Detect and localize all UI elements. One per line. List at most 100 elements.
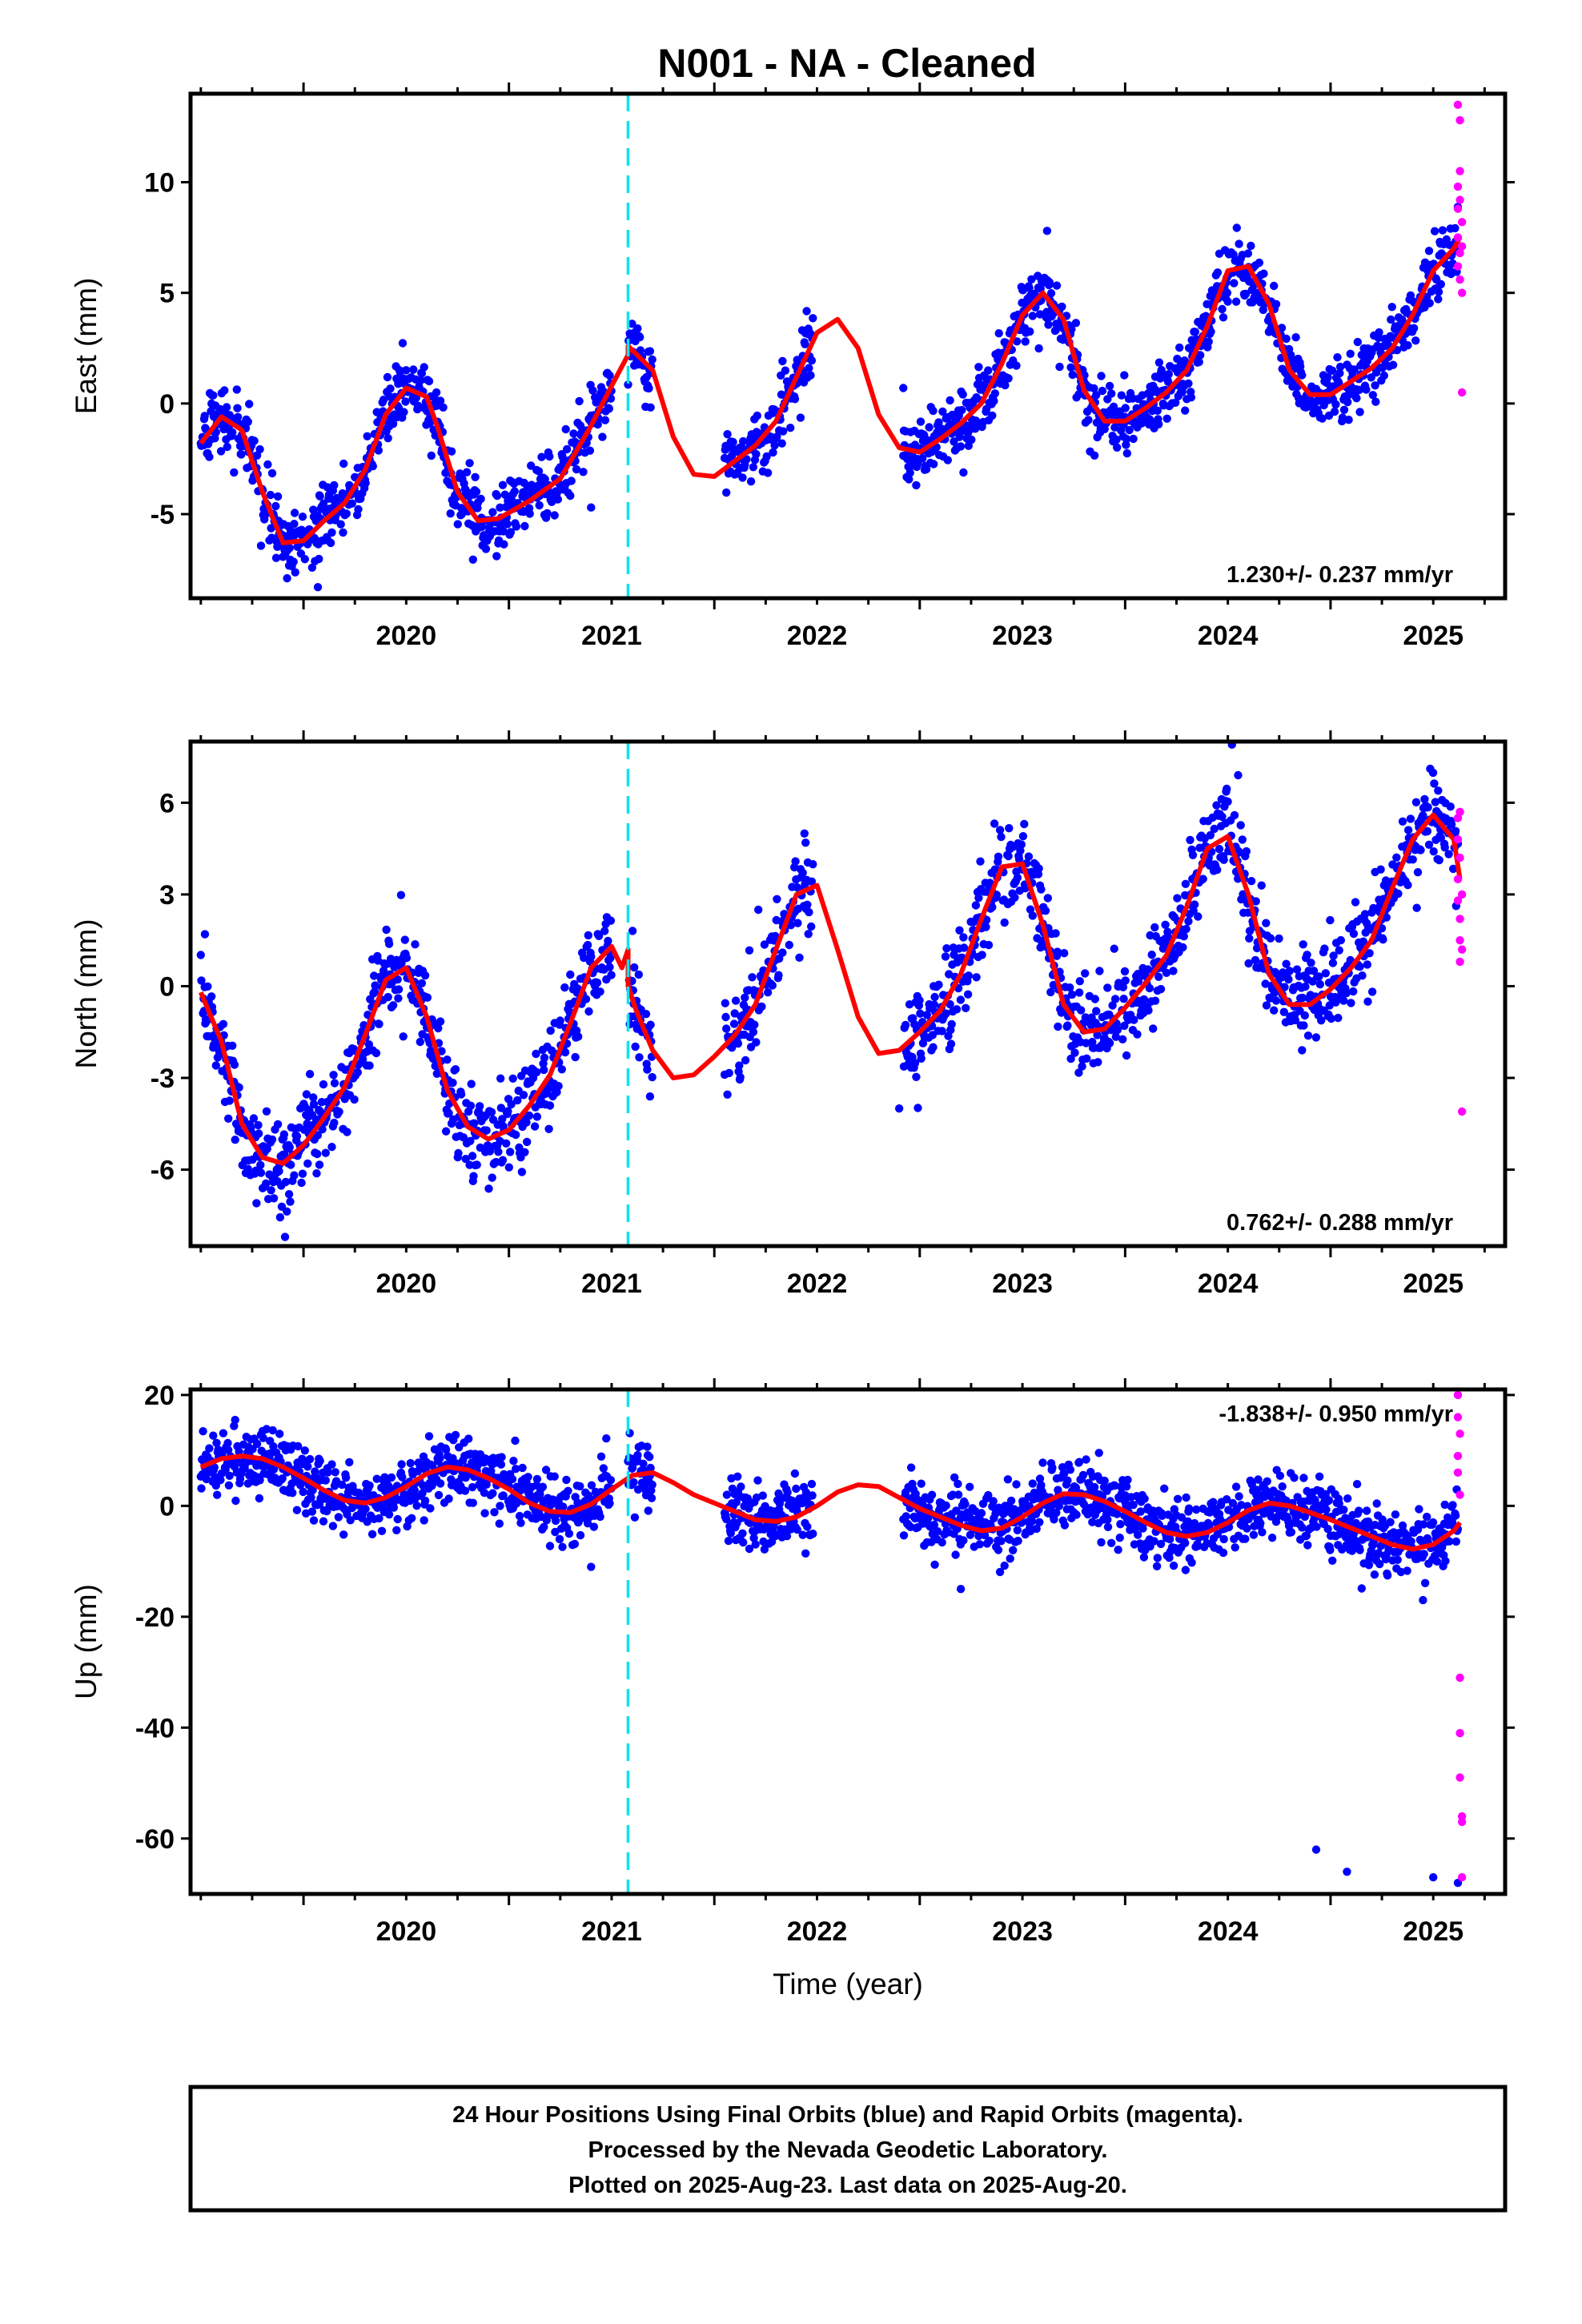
final-orbit-point: [916, 1009, 925, 1018]
final-orbit-point: [773, 895, 781, 904]
final-orbit-point: [203, 982, 212, 991]
final-orbit-point: [250, 436, 259, 445]
final-orbit-point: [454, 1148, 463, 1158]
final-orbit-point: [633, 324, 642, 333]
final-orbit-point: [1004, 851, 1013, 861]
final-orbit-point: [1315, 979, 1325, 989]
final-orbit-point: [564, 1486, 572, 1496]
y-tick-label: 3: [159, 880, 175, 911]
rapid-orbit-points: [1453, 100, 1467, 397]
final-orbit-point: [298, 513, 307, 521]
final-orbit-point: [1231, 297, 1241, 306]
final-orbit-point: [456, 1090, 466, 1099]
final-orbit-point: [1045, 278, 1054, 287]
final-orbit-point: [1100, 1476, 1109, 1486]
final-orbit-point: [729, 1019, 739, 1028]
final-orbit-point: [1000, 1561, 1009, 1570]
final-orbit-point: [1063, 1021, 1072, 1030]
final-orbit-point: [1110, 1481, 1119, 1490]
final-orbit-point: [1071, 319, 1081, 328]
final-orbit-point: [1247, 877, 1256, 886]
final-orbit-point: [1335, 368, 1344, 378]
final-orbit-point: [1323, 1525, 1332, 1534]
final-orbit-point: [647, 1494, 656, 1502]
final-orbit-point: [1173, 894, 1182, 903]
final-orbit-point: [1191, 1522, 1200, 1531]
final-orbit-point: [541, 1466, 551, 1474]
final-orbit-point: [984, 940, 994, 950]
final-orbit-point: [599, 1464, 608, 1473]
final-orbit-point: [256, 1168, 266, 1177]
final-orbit-point: [1024, 852, 1034, 861]
final-orbit-point: [284, 1190, 294, 1199]
final-orbit-point: [978, 951, 986, 959]
final-orbit-point: [630, 1513, 640, 1522]
final-orbit-point: [400, 935, 409, 944]
final-orbit-point: [641, 1010, 651, 1019]
final-orbit-point: [786, 424, 795, 432]
final-orbit-point: [959, 943, 969, 952]
figure-title: N001 - NA - Cleaned: [657, 41, 1036, 86]
final-orbit-point: [394, 994, 403, 1003]
final-orbit-point: [777, 439, 786, 448]
final-orbit-point: [1181, 1538, 1190, 1548]
final-orbit-point: [368, 462, 377, 471]
final-orbit-point: [453, 520, 462, 529]
final-orbit-point: [1326, 1546, 1335, 1554]
final-orbit-point: [648, 355, 656, 364]
final-orbit-point: [1247, 1480, 1257, 1489]
final-orbit-point: [243, 417, 252, 426]
final-orbit-point: [1416, 846, 1425, 854]
final-orbit-point: [1231, 1482, 1241, 1491]
final-orbit-point: [1343, 397, 1352, 407]
final-orbit-point: [806, 371, 815, 380]
final-orbit-point: [760, 940, 769, 949]
final-orbit-point: [1355, 1546, 1364, 1554]
final-orbit-point: [1307, 959, 1315, 967]
final-orbit-point: [220, 386, 229, 395]
final-orbit-point: [1315, 972, 1323, 981]
final-orbit-point: [988, 903, 997, 912]
final-orbit-point: [219, 1019, 228, 1029]
final-orbit-point: [441, 1445, 451, 1454]
rapid-orbit-point: [1453, 875, 1463, 884]
final-orbit-point: [1048, 1463, 1057, 1472]
final-orbit-point: [234, 412, 243, 421]
final-orbit-point: [1369, 903, 1378, 913]
final-orbit-point: [917, 1479, 926, 1488]
rapid-orbit-point: [1453, 896, 1463, 905]
final-orbit-point: [487, 1466, 496, 1476]
final-orbit-point: [1074, 1068, 1083, 1077]
final-orbit-point: [384, 939, 394, 948]
final-orbit-point: [313, 1149, 322, 1159]
rapid-orbit-point: [1453, 182, 1463, 191]
final-orbit-point: [341, 1474, 351, 1482]
final-orbit-point: [1209, 1498, 1218, 1506]
x-tick-label: 2024: [1198, 1269, 1259, 1299]
final-orbit-point: [363, 432, 371, 440]
final-orbit-point: [1105, 1039, 1114, 1047]
x-tick-label: 2021: [581, 621, 642, 651]
final-orbit-point: [1191, 328, 1200, 336]
final-orbit-point: [1219, 855, 1228, 864]
final-orbit-point: [954, 1490, 963, 1499]
final-orbit-point: [321, 1148, 330, 1157]
final-orbit-point: [942, 1009, 950, 1018]
final-orbit-point: [323, 1468, 332, 1477]
final-orbit-point: [1285, 967, 1295, 975]
final-orbit-point: [285, 544, 294, 553]
rapid-orbit-point: [1457, 242, 1467, 251]
final-orbit-point: [462, 468, 472, 476]
final-orbit-point: [290, 1171, 299, 1180]
final-orbit-point: [1081, 969, 1090, 978]
final-orbit-point: [515, 1511, 524, 1521]
final-orbit-point: [629, 1478, 638, 1487]
final-orbit-point: [511, 1436, 520, 1445]
final-orbit-point: [496, 1460, 506, 1469]
final-orbit-point: [1392, 853, 1401, 862]
final-orbit-point: [1339, 996, 1348, 1005]
final-orbit-point: [798, 868, 807, 878]
final-orbit-point: [1053, 947, 1062, 956]
final-orbit-point: [1324, 1496, 1334, 1505]
final-orbit-point: [930, 992, 939, 1002]
